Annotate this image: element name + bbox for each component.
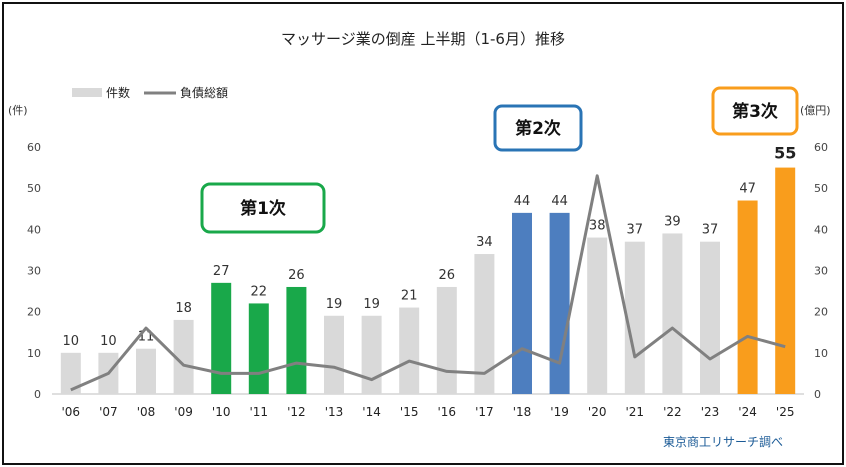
bar <box>624 241 645 394</box>
y-left-tick: 40 <box>27 223 41 236</box>
bar <box>775 167 796 394</box>
bar <box>474 254 495 394</box>
y-right-tick: 30 <box>814 265 828 278</box>
y-left-tick: 60 <box>27 141 41 154</box>
legend-line-label: 負債総額 <box>180 85 228 100</box>
bar-label: 55 <box>774 144 796 163</box>
y-right-tick: 50 <box>814 182 828 195</box>
phase-1-callout: 第1次 <box>200 182 326 234</box>
phase-3-callout: 第3次 <box>711 86 799 136</box>
y-right-tick: 40 <box>814 223 828 236</box>
bar <box>436 286 457 394</box>
chart-svg: マッサージ業の倒産 上半期（1-6月）推移 件数 負債総額 (件) (億円) 0… <box>8 30 831 449</box>
legend-bar-swatch <box>72 88 102 97</box>
x-tick: '16 <box>438 405 457 419</box>
source-note: 東京商工リサーチ調べ <box>663 434 783 449</box>
x-tick: '17 <box>475 405 494 419</box>
bar <box>662 233 683 394</box>
bar-label: 10 <box>100 334 117 349</box>
y-left-unit: (件) <box>8 104 28 117</box>
bar-label: 22 <box>251 284 268 299</box>
bar <box>324 315 344 394</box>
bar-label: 39 <box>664 214 681 229</box>
legend: 件数 負債総額 <box>72 85 228 100</box>
bar <box>248 303 269 394</box>
bar-label: 38 <box>589 219 606 234</box>
x-tick: '21 <box>626 405 645 419</box>
bar-label: 27 <box>213 264 230 279</box>
bar-label: 19 <box>326 297 343 312</box>
bar-label: 37 <box>702 223 719 238</box>
bar-label: 19 <box>363 297 380 312</box>
y-right-ticks: 0 10 20 30 40 50 60 <box>814 141 828 401</box>
bar-label: 44 <box>551 194 568 209</box>
y-right-tick: 60 <box>814 141 828 154</box>
bar <box>549 212 570 394</box>
bar <box>587 237 608 394</box>
y-left-tick: 50 <box>27 182 41 195</box>
bar-label: 47 <box>739 182 756 197</box>
bar <box>700 241 720 394</box>
bar-label: 18 <box>175 301 192 316</box>
y-right-tick: 0 <box>814 388 821 401</box>
bar-label: 26 <box>439 268 456 283</box>
x-tick: '14 <box>362 405 381 419</box>
x-tick: '24 <box>738 405 757 419</box>
bars <box>60 167 796 394</box>
x-ticks: '06 '07 '08 '09 '10 '11 '12 '13 '14 '15 '16 '17 '18 '… <box>62 405 795 419</box>
bar <box>173 319 194 394</box>
bar-label: 26 <box>288 268 305 283</box>
bar <box>737 200 758 394</box>
legend-bar-label: 件数 <box>106 85 130 100</box>
x-tick: '12 <box>287 405 306 419</box>
phase-3-label: 第3次 <box>732 101 778 122</box>
x-tick: '06 <box>62 405 81 419</box>
bar <box>512 212 532 394</box>
bar <box>286 286 307 394</box>
bar-label: 10 <box>63 334 80 349</box>
y-left-tick: 10 <box>27 347 41 360</box>
bar-label: 37 <box>627 223 644 238</box>
x-tick: '22 <box>663 405 682 419</box>
y-right-tick: 20 <box>814 306 828 319</box>
y-left-tick: 20 <box>27 306 41 319</box>
bar <box>399 307 420 394</box>
x-tick: '25 <box>776 405 795 419</box>
x-tick: '07 <box>99 405 118 419</box>
phase-1-box <box>200 182 326 234</box>
bar <box>211 282 232 394</box>
phase-3-box <box>711 86 799 136</box>
debt-line <box>70 174 786 392</box>
x-tick: '09 <box>174 405 193 419</box>
bar-label: 44 <box>514 194 531 209</box>
x-tick: '19 <box>550 405 569 419</box>
bar-label: 21 <box>401 289 418 304</box>
y-left-tick: 0 <box>34 388 41 401</box>
x-tick: '15 <box>400 405 419 419</box>
x-tick: '08 <box>137 405 156 419</box>
phase-1-label: 第1次 <box>240 198 286 219</box>
x-tick: '23 <box>701 405 720 419</box>
x-tick: '20 <box>588 405 607 419</box>
phase-2-box <box>493 104 583 152</box>
y-right-unit: (億円) <box>800 104 831 117</box>
y-right-tick: 10 <box>814 347 828 360</box>
chart-title: マッサージ業の倒産 上半期（1-6月）推移 <box>281 30 565 48</box>
x-tick: '11 <box>250 405 269 419</box>
bar-label: 34 <box>476 235 493 250</box>
bar <box>60 352 81 394</box>
x-tick: '18 <box>513 405 532 419</box>
y-left-ticks: 0 10 20 30 40 50 60 <box>27 141 41 401</box>
phase-2-label: 第2次 <box>515 118 561 139</box>
y-left-tick: 30 <box>27 265 41 278</box>
bar <box>361 315 382 394</box>
x-tick: '10 <box>212 405 231 419</box>
x-tick: '13 <box>325 405 344 419</box>
phase-2-callout: 第2次 <box>493 104 583 152</box>
bar <box>136 348 156 394</box>
